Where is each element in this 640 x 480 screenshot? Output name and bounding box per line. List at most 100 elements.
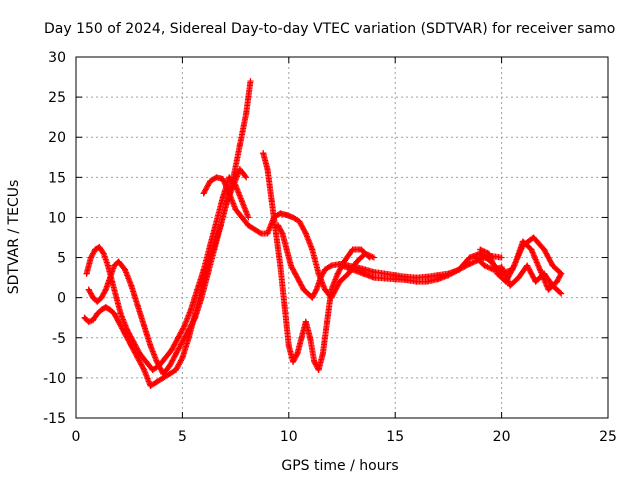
- data-point: [339, 262, 345, 269]
- data-point: [200, 190, 207, 197]
- data-point: [200, 266, 207, 273]
- data-point: [285, 342, 292, 349]
- data-point: [219, 194, 226, 201]
- data-point: [153, 378, 160, 385]
- data-point: [85, 318, 92, 325]
- data-point: [498, 264, 505, 271]
- plot-frame: [75, 56, 609, 419]
- data-point: [124, 326, 131, 333]
- plus-marker: [293, 352, 300, 359]
- plus-marker: [278, 229, 285, 236]
- data-point: [111, 310, 118, 317]
- data-point: [238, 198, 245, 205]
- data-point: [236, 166, 243, 173]
- data-point: [279, 230, 286, 237]
- data-point: [115, 318, 122, 325]
- data-point: [296, 218, 303, 225]
- data-point: [345, 270, 352, 277]
- data-point: [179, 338, 186, 345]
- y-tick-label: 20: [48, 130, 66, 146]
- data-point: [251, 226, 258, 233]
- data-point: [187, 306, 194, 313]
- data-point: [83, 270, 90, 277]
- data-point: [321, 266, 328, 273]
- data-point: [502, 278, 509, 285]
- data-point: [107, 274, 114, 281]
- data-point: [115, 258, 122, 265]
- y-tick-label: 25: [48, 90, 66, 106]
- plus-marker: [327, 263, 334, 270]
- data-point: [304, 290, 311, 297]
- data-point: [243, 174, 250, 181]
- data-point: [141, 366, 148, 373]
- x-tick-label: 20: [493, 429, 511, 445]
- plus-marker: [312, 287, 319, 294]
- data-point: [290, 214, 297, 221]
- data-point: [128, 282, 135, 289]
- data-point: [102, 286, 109, 293]
- plus-marker: [180, 324, 187, 331]
- y-axis-title: SDTVAR / TECUs: [6, 180, 22, 295]
- data-point: [498, 254, 505, 261]
- y-tick-label: -5: [52, 331, 66, 347]
- data-point: [179, 354, 186, 361]
- data-point: [558, 270, 565, 277]
- plus-marker: [510, 263, 517, 270]
- data-point: [353, 258, 360, 265]
- data-point: [224, 198, 231, 205]
- plus-marker: [256, 229, 263, 236]
- plus-marker: [242, 173, 249, 180]
- plus-marker: [140, 365, 147, 372]
- data-point: [558, 290, 565, 297]
- y-tick-label: -10: [43, 371, 66, 387]
- data-point: [98, 306, 105, 313]
- data-point: [166, 362, 173, 369]
- data-point: [358, 246, 365, 253]
- data-point: [296, 278, 303, 285]
- data-point: [277, 210, 284, 217]
- data-point: [456, 266, 463, 273]
- data-point: [219, 175, 226, 182]
- data-point: [147, 382, 154, 389]
- data-point: [473, 254, 480, 261]
- data-point: [81, 314, 88, 321]
- data-point: [194, 286, 201, 293]
- data-point: [321, 286, 328, 293]
- data-point: [134, 302, 141, 309]
- data-point: [275, 222, 282, 229]
- x-tick-label: 5: [178, 429, 187, 445]
- data-point: [149, 366, 156, 373]
- plus-marker: [472, 258, 478, 265]
- data-point: [370, 274, 377, 281]
- data-point: [545, 286, 552, 293]
- data-point: [173, 366, 180, 373]
- data-point: [477, 246, 484, 253]
- data-point: [336, 278, 343, 285]
- plus-marker: [302, 229, 309, 236]
- data-point: [434, 276, 441, 283]
- data-point: [541, 246, 548, 253]
- plus-marker: [178, 356, 185, 363]
- data-point: [334, 270, 341, 277]
- plus-marker: [102, 287, 109, 294]
- data-point: [107, 306, 114, 313]
- data-point: [207, 178, 214, 185]
- data-point: [181, 322, 188, 329]
- y-tick-label: 10: [48, 210, 66, 226]
- data-point: [258, 230, 265, 237]
- data-point: [185, 326, 192, 333]
- data-point: [121, 266, 128, 273]
- data-point: [302, 318, 309, 325]
- series-track-i: [477, 238, 565, 293]
- data-point: [553, 278, 560, 285]
- data-point: [302, 230, 309, 237]
- data-point: [94, 298, 101, 305]
- data-point: [481, 262, 488, 269]
- data-point: [536, 266, 543, 273]
- plus-marker: [468, 260, 475, 267]
- data-point: [300, 286, 307, 293]
- data-point: [211, 246, 218, 253]
- data-point: [226, 190, 233, 197]
- data-point: [287, 262, 294, 269]
- data-point: [94, 310, 101, 317]
